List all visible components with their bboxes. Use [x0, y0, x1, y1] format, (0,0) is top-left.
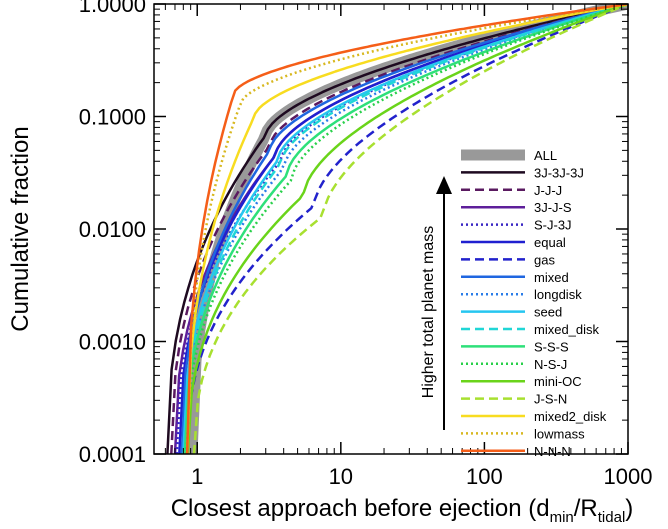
legend-label-mini-oc: mini-OC [534, 374, 582, 389]
series-line-mixed2-disk [185, 4, 628, 454]
x-tick-label: 1000 [604, 464, 653, 489]
mass-arrow-head-icon [436, 176, 452, 194]
x-tick-label: 1 [191, 464, 203, 489]
legend-label-3j-j-s: 3J-J-S [534, 200, 572, 215]
legend-label-gas: gas [534, 252, 555, 267]
legend-label-s-j-3j: S-J-3J [534, 218, 572, 233]
legend-label-equal: equal [534, 235, 566, 250]
series-layer [166, 4, 628, 454]
x-axis-title-sub-tidal: tidal [598, 509, 626, 526]
legend-label-mixed2-disk: mixed2_disk [534, 409, 607, 424]
legend: ALL 3J-3J-3J J-J-J 3J-J-S S-J-3J equal gas mixe… [461, 148, 607, 459]
tick-layer: 1 10 100 1000 0.0001 0.0010 0.0100 0.1000 1.0000 [79, 0, 653, 489]
x-axis-title-mid: /R [574, 495, 598, 522]
legend-label-longdisk: longdisk [534, 287, 582, 302]
x-tick-label: 100 [466, 464, 503, 489]
series-line-n-s-j [185, 4, 628, 454]
x-axis-title-main: Closest approach before ejection (d [171, 495, 550, 522]
legend-label-n-s-j: N-S-J [534, 357, 567, 372]
series-line-lowmass [185, 4, 628, 454]
y-tick-label: 0.0100 [79, 217, 146, 242]
legend-label-mixed-disk: mixed_disk [534, 322, 600, 337]
y-tick-label: 0.0001 [79, 442, 146, 467]
series-line-j-j-j [170, 4, 628, 454]
legend-label-j-j-j: J-J-J [534, 183, 562, 198]
series-line-mini-oc [186, 4, 628, 454]
legend-label-lowmass: lowmass [534, 426, 585, 441]
y-tick-label: 0.1000 [79, 105, 146, 130]
x-axis-title-end: ) [625, 495, 633, 522]
x-axis-title-sub-min: min [550, 509, 574, 526]
series-line-n-n-n [185, 4, 628, 454]
legend-label-s-s-s: S-S-S [534, 339, 569, 354]
legend-label-j-s-n: J-S-N [534, 392, 567, 407]
legend-label-all: ALL [534, 148, 557, 163]
series-line-3j-3j-3j [166, 4, 628, 454]
x-axis-title: Closest approach before ejection (dmin/R… [171, 495, 634, 526]
y-tick-label: 0.0010 [79, 330, 146, 355]
series-line-mixed-disk [183, 4, 628, 454]
series-line-seed [182, 4, 628, 454]
legend-label-3j-3j-3j: 3J-3J-3J [534, 165, 584, 180]
x-tick-label: 10 [329, 464, 353, 489]
mass-annotation: Higher total planet mass [420, 226, 437, 399]
legend-label-mixed: mixed [534, 270, 569, 285]
y-tick-label: 1.0000 [79, 0, 146, 17]
legend-label-seed: seed [534, 305, 562, 320]
series-line-mixed [180, 4, 628, 454]
series-line-gas [185, 4, 628, 454]
y-axis-title: Cumulative fraction [7, 126, 34, 331]
legend-label-n-n-n: N-N-N [534, 444, 571, 459]
series-line-s-s-s [183, 4, 628, 454]
